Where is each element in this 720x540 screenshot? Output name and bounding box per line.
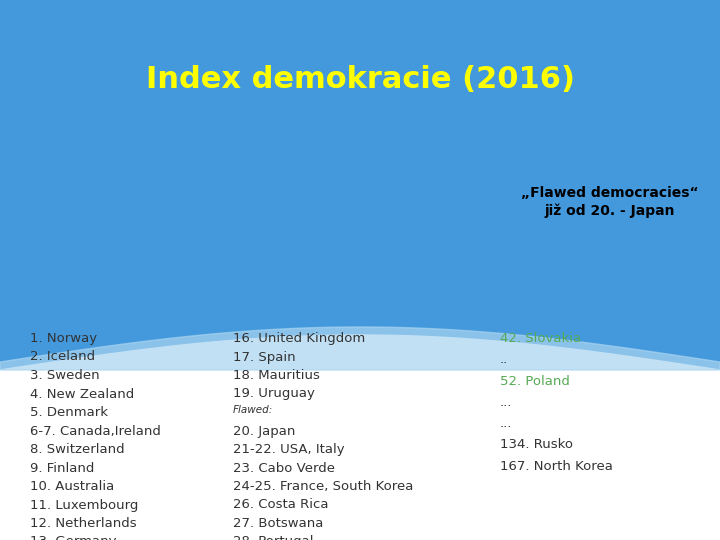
Text: 1. Norway: 1. Norway [30, 332, 97, 345]
Text: 28. Portugal: 28. Portugal [233, 536, 313, 540]
Text: 18. Mauritius: 18. Mauritius [233, 369, 320, 382]
Text: 9. Finland: 9. Finland [30, 462, 94, 475]
Text: 17. Spain: 17. Spain [233, 350, 296, 363]
Text: 10. Australia: 10. Australia [30, 480, 114, 493]
Text: 3. Sweden: 3. Sweden [30, 369, 99, 382]
Text: 52. Poland: 52. Poland [500, 375, 570, 388]
Bar [0, 0, 720, 385]
Text: 21-22. USA, Italy: 21-22. USA, Italy [233, 443, 345, 456]
Text: Flawed:: Flawed: [233, 405, 274, 415]
Text: 13. Germany: 13. Germany [30, 536, 117, 540]
Text: ..: .. [500, 353, 508, 366]
Text: 20. Japan: 20. Japan [233, 424, 295, 437]
Text: 27. Botswana: 27. Botswana [233, 517, 323, 530]
Text: 12. Netherlands: 12. Netherlands [30, 517, 137, 530]
Text: 2. Iceland: 2. Iceland [30, 350, 95, 363]
Text: 19. Uruguay: 19. Uruguay [233, 388, 315, 401]
Text: 167. North Korea: 167. North Korea [500, 460, 613, 472]
Text: 11. Luxembourg: 11. Luxembourg [30, 498, 138, 511]
Text: ...: ... [500, 396, 513, 409]
Text: 134. Rusko: 134. Rusko [500, 438, 573, 451]
Polygon shape [0, 335, 720, 540]
Text: ...: ... [500, 417, 513, 430]
Text: 8. Switzerland: 8. Switzerland [30, 443, 125, 456]
Text: „Flawed democracies“: „Flawed democracies“ [521, 186, 699, 200]
Text: 6-7. Canada,Ireland: 6-7. Canada,Ireland [30, 424, 161, 437]
Text: 24-25. France, South Korea: 24-25. France, South Korea [233, 480, 413, 493]
Text: 23. Cabo Verde: 23. Cabo Verde [233, 462, 335, 475]
Text: již od 20. - Japan: již od 20. - Japan [545, 204, 675, 218]
Text: 4. New Zealand: 4. New Zealand [30, 388, 134, 401]
Text: 42. Slovakia: 42. Slovakia [500, 332, 581, 345]
Text: 26. Costa Rica: 26. Costa Rica [233, 498, 328, 511]
Text: 5. Denmark: 5. Denmark [30, 406, 108, 419]
Polygon shape [0, 327, 720, 370]
Text: 16. United Kingdom: 16. United Kingdom [233, 332, 365, 345]
Text: Index demokracie (2016): Index demokracie (2016) [145, 65, 575, 94]
